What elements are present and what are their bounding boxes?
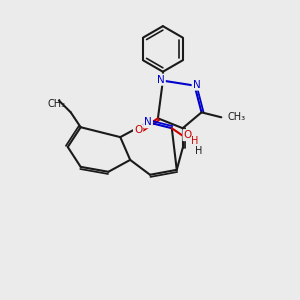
Text: CH₃: CH₃ bbox=[48, 99, 66, 110]
Text: N: N bbox=[157, 75, 165, 85]
Text: O: O bbox=[184, 130, 192, 140]
Text: N: N bbox=[193, 80, 200, 90]
Text: H: H bbox=[191, 136, 198, 146]
Text: H: H bbox=[195, 146, 202, 156]
Text: CH₃: CH₃ bbox=[227, 112, 245, 122]
Text: N: N bbox=[144, 117, 152, 127]
Text: O: O bbox=[134, 125, 142, 135]
